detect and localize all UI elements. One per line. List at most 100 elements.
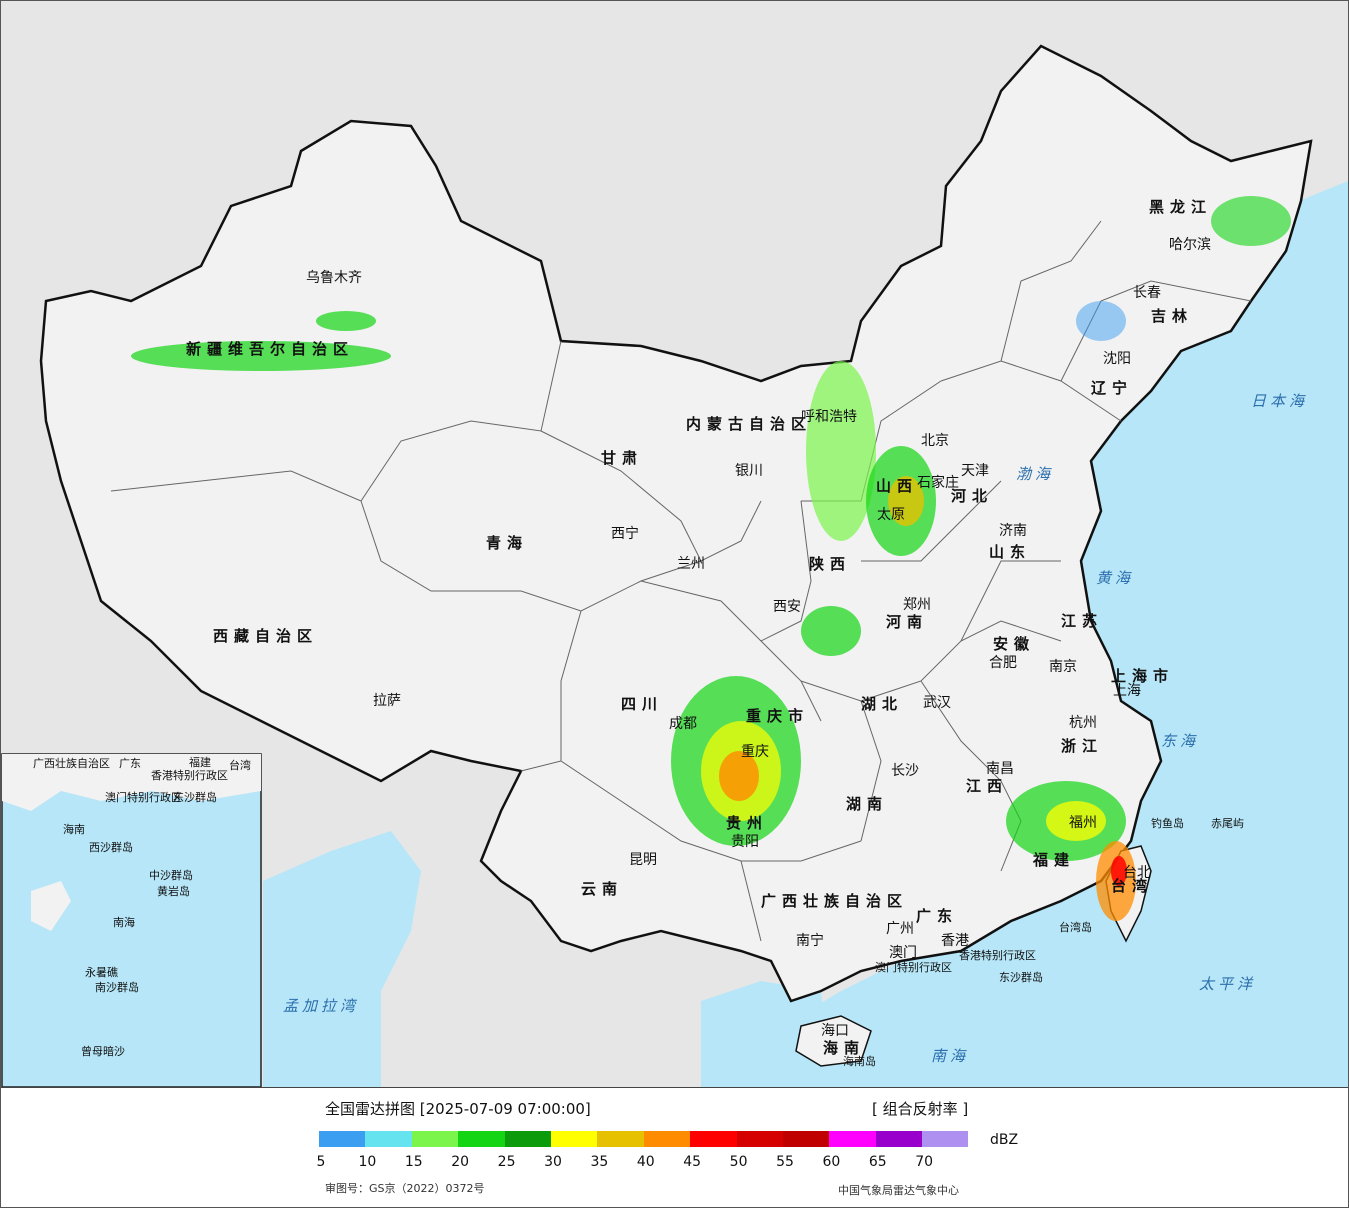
label-shanxi: 山西 — [876, 477, 918, 495]
label-neimenggu: 内蒙古自治区 — [686, 415, 812, 433]
city-jinan: 济南 — [999, 523, 1027, 539]
city-hohhot: 呼和浩特 — [801, 409, 857, 425]
inset-fujian: 福建 — [189, 755, 211, 769]
inset-dongsha: 东沙群岛 — [173, 790, 217, 804]
tick-label: 50 — [729, 1154, 748, 1170]
island-taiwandao: 台湾岛 — [1059, 920, 1092, 934]
color-swatch — [690, 1131, 737, 1147]
bay-of-bengal — [263, 831, 421, 1087]
color-swatch — [875, 1131, 923, 1147]
city-yinchuan: 银川 — [735, 463, 763, 479]
sea-pacific: 太平洋 — [1199, 975, 1256, 993]
color-swatch — [829, 1131, 876, 1147]
city-lhasa: 拉萨 — [373, 693, 401, 709]
inset-hainan: 海南 — [63, 822, 85, 836]
label-liaoning: 辽宁 — [1091, 379, 1133, 397]
inset-hk: 香港特别行政区 — [151, 768, 228, 782]
color-swatch — [597, 1131, 644, 1147]
color-swatch — [365, 1131, 412, 1147]
tick-label: 40 — [636, 1154, 655, 1170]
label-henan: 河南 — [886, 613, 928, 631]
color-swatch — [411, 1131, 459, 1147]
tick-label: 25 — [497, 1154, 516, 1170]
inset-guangdong: 广东 — [119, 757, 141, 770]
label-macau-sar: 澳门特别行政区 — [875, 960, 952, 974]
legend-title: 全国雷达拼图 [2025-07-09 07:00:00] — [325, 1100, 591, 1118]
sea-bohai: 渤海 — [1016, 465, 1054, 483]
city-hangzhou: 杭州 — [1069, 715, 1097, 731]
label-chongqing: 重庆市 — [746, 707, 809, 725]
radar-map[interactable]: 新疆维吾尔自治区 西藏自治区 青海 甘肃 内蒙古自治区 黑龙江 吉林 辽宁 河北… — [1, 1, 1348, 1088]
label-taiwan: 台湾 — [1111, 877, 1153, 895]
tick-labels: 5 10 15 20 25 30 35 40 45 50 55 60 65 70 — [316, 1154, 1019, 1172]
city-changchun: 长春 — [1133, 285, 1161, 301]
inset-zengmu: 曾母暗沙 — [81, 1044, 125, 1058]
label-qinghai: 青海 — [486, 534, 528, 552]
label-hainan: 海南 — [823, 1039, 865, 1057]
city-guangzhou: 广州 — [886, 921, 914, 937]
label-fujian: 福建 — [1032, 851, 1075, 869]
tick-label: 10 — [358, 1154, 377, 1170]
city-nanning: 南宁 — [796, 932, 824, 949]
china-land — [39, 44, 1313, 1003]
label-hubei: 湖北 — [861, 695, 903, 713]
label-anhui: 安徽 — [993, 635, 1035, 653]
tick-label: 5 — [316, 1154, 326, 1170]
east-sea — [781, 181, 1348, 1087]
tick-label: 65 — [868, 1154, 887, 1170]
label-shaanxi: 陕西 — [809, 555, 851, 573]
sea-south: 南海 — [931, 1047, 969, 1065]
inset-yongshu: 永暑礁 — [85, 965, 118, 979]
approval-number: 审图号：GS京（2022）0372号 — [325, 1182, 485, 1195]
city-macau: 澳门 — [889, 945, 917, 961]
city-nanjing: 南京 — [1049, 659, 1077, 675]
city-nanchang: 南昌 — [986, 761, 1014, 777]
inset-macau: 澳门特别行政区 — [105, 790, 182, 804]
label-shanghai: 上海市 — [1111, 667, 1174, 685]
city-hefei: 合肥 — [989, 655, 1017, 671]
unit-label: dBZ — [990, 1132, 1019, 1148]
city-fuzhou: 福州 — [1069, 815, 1097, 831]
color-swatch — [922, 1131, 969, 1147]
south-china-sea-inset — [1, 753, 262, 1087]
tick-label: 60 — [822, 1154, 841, 1170]
city-beijing: 北京 — [921, 433, 949, 449]
label-zhejiang: 浙江 — [1061, 737, 1103, 755]
sea-yellow: 黄海 — [1096, 569, 1134, 587]
city-haikou: 海口 — [821, 1023, 849, 1039]
label-guangdong: 广东 — [916, 907, 958, 925]
city-lanzhou: 兰州 — [677, 556, 705, 572]
city-shanghai: 上海 — [1113, 683, 1141, 699]
city-guiyang: 贵阳 — [731, 834, 759, 850]
city-xining: 西宁 — [611, 525, 639, 542]
city-harbin: 哈尔滨 — [1169, 237, 1211, 253]
island-chiweiyu: 赤尾屿 — [1211, 817, 1244, 830]
color-bar — [319, 1131, 969, 1147]
color-swatch — [782, 1131, 830, 1147]
city-chongqing: 重庆 — [741, 744, 769, 760]
city-zhengzhou: 郑州 — [903, 597, 931, 613]
label-gansu: 甘肃 — [601, 449, 643, 467]
color-swatch — [504, 1131, 551, 1147]
label-xinjiang: 新疆维吾尔自治区 — [186, 340, 354, 358]
label-jilin: 吉林 — [1151, 307, 1193, 325]
inset-guangxi: 广西壮族自治区 — [33, 756, 110, 770]
label-shandong: 山东 — [989, 543, 1031, 561]
label-jiangxi: 江西 — [966, 777, 1008, 795]
hainan-land — [795, 1015, 872, 1067]
tick-label: 20 — [451, 1154, 470, 1170]
city-changsha: 长沙 — [891, 763, 919, 779]
label-jiangsu: 江苏 — [1061, 612, 1103, 630]
city-xian: 西安 — [773, 599, 801, 615]
city-tianjin: 天津 — [961, 463, 989, 479]
tick-label: 35 — [590, 1154, 609, 1170]
city-wuhan: 武汉 — [923, 695, 951, 711]
label-hebei: 河北 — [951, 487, 993, 505]
label-hk-sar: 香港特别行政区 — [959, 948, 1036, 962]
agency-name: 中国气象局雷达气象中心 — [838, 1184, 959, 1197]
province-borders — [110, 220, 1252, 942]
label-sichuan: 四川 — [621, 695, 663, 713]
inset-huangyan: 黄岩岛 — [157, 884, 190, 898]
label-guizhou: 贵州 — [726, 814, 768, 832]
tick-label: 45 — [683, 1154, 702, 1170]
